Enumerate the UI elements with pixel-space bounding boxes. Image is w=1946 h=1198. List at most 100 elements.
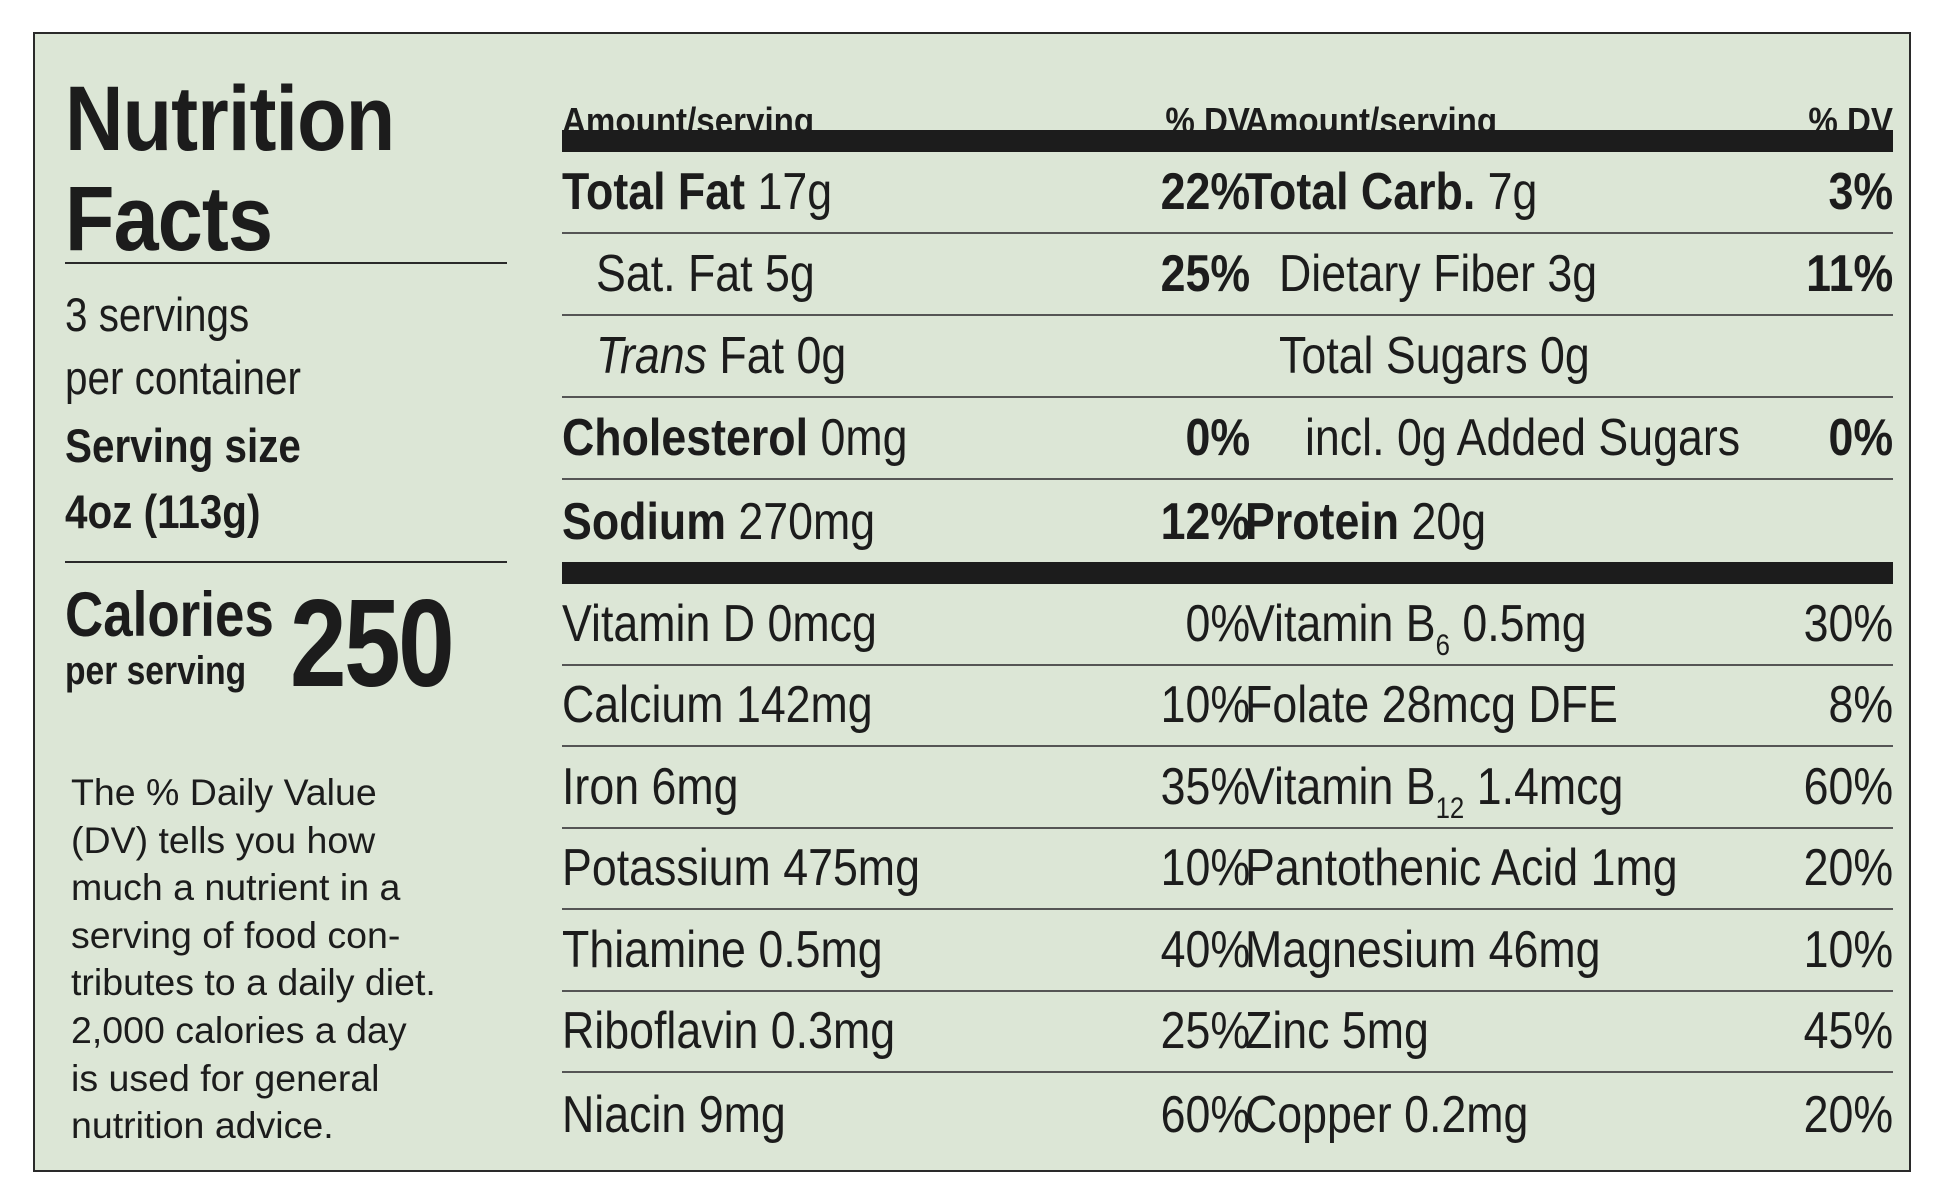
right-macro-dv: 11%: [1805, 245, 1893, 303]
left-vitamin-row: Riboflavin 0.3mg 25%: [562, 992, 1250, 1073]
daily-value-note: The % Daily Value (DV) tells you how muc…: [71, 771, 436, 1147]
left-macro-label: Cholesterol: [562, 409, 809, 467]
right-vitamin-name: Vitamin B12 1.4mcg: [1245, 757, 1624, 824]
left-macro-row: Sodium 270mg 12%: [562, 480, 1250, 562]
left-vitamin-name: Vitamin D 0mcg: [562, 594, 877, 654]
left-vitamin-row: Thiamine 0.5mg 40%: [562, 910, 1250, 992]
left-vitamin-dv: 25%: [1160, 1002, 1250, 1060]
right-header-bar: [1245, 130, 1893, 152]
right-macro-amount: 0g: [1540, 327, 1590, 385]
right-vitamin-subscript: 6: [1435, 628, 1450, 662]
calories-value: 250: [290, 575, 455, 713]
right-macro-amount: 7g: [1487, 163, 1538, 221]
left-nutrient-column: Amount/serving % DV Total Fat 17g 22% Sat.…: [562, 34, 1250, 1174]
left-macro-amount: 0mg: [820, 409, 908, 467]
left-macro-name: Total Fat 17g: [562, 162, 832, 222]
right-vitamin-dv: 10%: [1803, 920, 1893, 979]
servings-line-2: per container: [65, 351, 301, 404]
left-macro-row: Sat. Fat 5g 25%: [562, 234, 1250, 316]
right-vitamin-row: Vitamin B12 1.4mcg 60%: [1245, 747, 1893, 829]
right-vitamin-name: Copper 0.2mg: [1245, 1085, 1528, 1145]
right-macro-label: Dietary Fiber: [1279, 245, 1535, 303]
right-vitamin-row: Zinc 5mg 45%: [1245, 992, 1893, 1073]
right-macro-name: incl. 0g Added Sugars: [1305, 408, 1740, 468]
right-vitamin-dv: 8%: [1828, 676, 1893, 734]
right-macro-name: Protein 20g: [1245, 492, 1486, 552]
left-vitamin-name: Potassium 475mg: [562, 838, 920, 898]
right-vitamin-label: Zinc 5mg: [1245, 1002, 1429, 1060]
left-macro-dv: 25%: [1160, 245, 1250, 303]
title-divider: [65, 262, 507, 264]
calories-label: Calories: [65, 580, 274, 650]
right-vitamin-row: Magnesium 46mg 10%: [1245, 910, 1893, 992]
title-line-1: Nutrition: [65, 68, 395, 170]
left-vitamin-row: Calcium 142mg 10%: [562, 666, 1250, 747]
left-vitamin-name: Riboflavin 0.3mg: [562, 1001, 895, 1061]
serving-size-label: Serving size: [65, 419, 301, 472]
left-vitamin-name: Thiamine 0.5mg: [562, 920, 883, 980]
right-vitamin-label: Folate 28mcg DFE: [1245, 676, 1618, 734]
left-vitamin-dv: 40%: [1160, 920, 1250, 979]
left-macro-row: Trans Fat 0g: [562, 316, 1250, 398]
right-vitamin-name: Zinc 5mg: [1245, 1001, 1429, 1061]
left-macro-italic: Trans: [596, 327, 707, 385]
right-vitamin-row: Vitamin B6 0.5mg 30%: [1245, 584, 1893, 666]
left-vitamin-dv: 0%: [1185, 594, 1250, 653]
right-macro-row: Dietary Fiber 3g 11%: [1245, 234, 1893, 316]
left-vitamin-dv: 10%: [1160, 676, 1250, 734]
right-macro-dv: 0%: [1828, 409, 1893, 467]
left-macro-name: Sodium 270mg: [562, 492, 875, 552]
right-macro-row: Total Carb. 7g 3%: [1245, 152, 1893, 234]
right-vitamin-dv: 60%: [1803, 757, 1893, 816]
left-macro-name: Trans Fat 0g: [596, 326, 846, 386]
right-macro-label: Total Sugars: [1279, 327, 1528, 385]
left-vitamin-row: Iron 6mg 35%: [562, 747, 1250, 829]
serving-divider: [65, 561, 507, 563]
right-macro-dv: 3%: [1828, 163, 1893, 221]
left-macro-label: Total Fat: [562, 163, 746, 221]
right-vitamin-dv: 45%: [1803, 1002, 1893, 1060]
left-macro-amount: 17g: [757, 163, 833, 221]
right-macro-name: Dietary Fiber 3g: [1279, 244, 1597, 304]
left-header-bar: [562, 130, 1250, 152]
left-vitamin-label: Niacin 9mg: [562, 1085, 786, 1144]
left-vitamin-name: Iron 6mg: [562, 757, 738, 817]
right-vitamin-amount: 0.5mg: [1462, 594, 1587, 653]
left-macro-dv: 12%: [1160, 493, 1250, 551]
right-vitamin-dv: 20%: [1803, 839, 1893, 897]
right-vitamin-label: Vitamin B: [1245, 594, 1436, 653]
left-vitamin-name: Niacin 9mg: [562, 1085, 786, 1145]
right-vitamin-label: Copper 0.2mg: [1245, 1085, 1529, 1144]
right-vitamin-name: Pantothenic Acid 1mg: [1245, 838, 1678, 898]
left-macro-amount: 5g: [765, 245, 815, 303]
right-vitamin-row: Folate 28mcg DFE 8%: [1245, 666, 1893, 747]
left-macro-name: Sat. Fat 5g: [596, 244, 815, 304]
calories-sublabel: per serving: [65, 649, 247, 693]
left-vitamin-row: Vitamin D 0mcg 0%: [562, 584, 1250, 666]
right-vitamin-name: Folate 28mcg DFE: [1245, 675, 1618, 735]
left-vitamin-label: Potassium 475mg: [562, 839, 920, 897]
right-vitamin-label: Magnesium 46mg: [1245, 920, 1601, 979]
right-macro-name: Total Sugars 0g: [1279, 326, 1590, 386]
right-vitamin-bar: [1245, 562, 1893, 584]
label-title: Nutrition Facts: [65, 69, 470, 269]
right-vitamin-name: Magnesium 46mg: [1245, 920, 1600, 980]
right-macro-amount: 3g: [1547, 245, 1598, 303]
right-vitamin-dv: 20%: [1803, 1085, 1893, 1144]
left-macro-dv: 22%: [1160, 163, 1250, 221]
left-vitamin-label: Calcium 142mg: [562, 676, 873, 734]
right-vitamin-dv: 30%: [1803, 594, 1893, 653]
right-macro-label: Total Carb.: [1245, 163, 1476, 221]
right-vitamin-amount: 1.4mcg: [1476, 757, 1624, 816]
serving-size-value: 4oz (113g): [65, 485, 261, 538]
left-macro-row: Total Fat 17g 22%: [562, 152, 1250, 234]
left-vitamin-label: Iron 6mg: [562, 757, 739, 816]
nutrition-facts-label: Nutrition Facts 3 servings per container…: [33, 32, 1911, 1172]
right-macro-label: Protein: [1245, 493, 1400, 551]
left-vitamin-label: Vitamin D 0mcg: [562, 594, 877, 653]
right-macro-row: Protein 20g: [1245, 480, 1893, 562]
title-line-2: Facts: [65, 168, 273, 270]
left-vitamin-name: Calcium 142mg: [562, 675, 873, 735]
left-vitamin-row: Potassium 475mg 10%: [562, 829, 1250, 910]
right-vitamin-label: Pantothenic Acid 1mg: [1245, 839, 1678, 897]
